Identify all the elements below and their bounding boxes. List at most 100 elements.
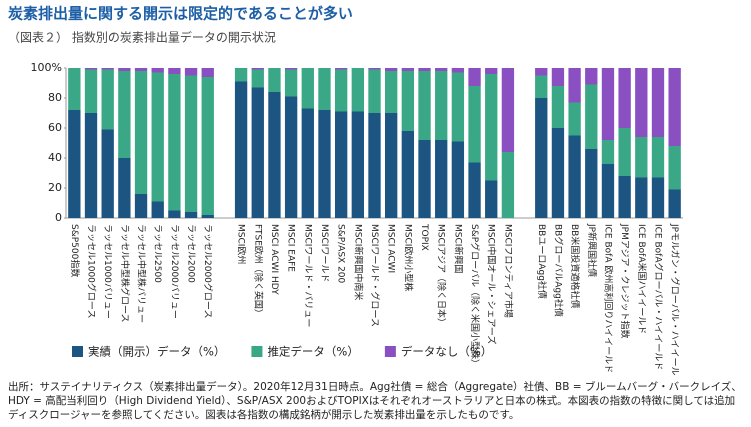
bar-segment <box>651 137 665 178</box>
bar-segment <box>118 71 131 158</box>
bar-segment <box>101 129 114 218</box>
y-tick-label: 40 <box>48 151 62 164</box>
bar-segment <box>635 177 648 218</box>
bar-segment <box>368 68 381 70</box>
bar-segment <box>385 71 398 113</box>
x-tick-label: MSCI ACWI HDY <box>269 224 279 295</box>
bar-segment <box>451 68 465 73</box>
bar-segment <box>585 149 598 218</box>
bar-segment <box>568 102 581 136</box>
bar-segment <box>334 69 348 112</box>
bar-segment <box>268 92 281 218</box>
bar-segment <box>668 146 681 190</box>
x-tick-label: MSCIワールド・グロース <box>369 224 381 327</box>
bar-segment <box>168 68 181 74</box>
bar-segment <box>601 140 615 164</box>
x-tick-label: MSCI中国オール・シェアーズ <box>486 224 498 344</box>
x-tick-label: S&Pグローバル（除く米国小型株） <box>469 224 481 368</box>
bar-segment <box>84 68 98 70</box>
bar-segment <box>635 68 648 137</box>
bar-segment <box>551 128 565 218</box>
bar-segment <box>251 68 264 70</box>
bar-segment <box>84 113 98 218</box>
x-tick-label: ラッセル中型株バリュー <box>136 224 148 323</box>
bar-segment <box>201 68 214 77</box>
x-tick-label: S&P/ASX 200 <box>336 224 346 284</box>
bar-segment <box>184 68 198 76</box>
x-tick-label: JPモルガン・グローバル・ハイイールド <box>669 223 681 378</box>
bar-segment <box>535 98 548 218</box>
chart-subtitle: （図表２） 指数別の炭素排出量データの開示状況 <box>8 30 276 45</box>
bar-segment <box>318 110 331 218</box>
source-note: 出所：サステイナリティクス（炭素排出量データ）。2020年12月31日時点。Ag… <box>8 381 742 421</box>
y-tick-label: 80 <box>48 91 62 104</box>
x-tick-label: MSCI欧州小型株 <box>402 224 414 291</box>
bar-segment <box>601 68 615 140</box>
bar-segment <box>618 176 631 218</box>
bar-segment <box>234 68 248 82</box>
legend-label: 推定データ（%） <box>267 345 358 359</box>
legend-label: 実績（開示）データ（%） <box>88 345 225 359</box>
bar-segment <box>134 194 148 218</box>
bar-segment <box>585 84 598 149</box>
x-tick-label: BB米国投資適格社債 <box>569 224 581 308</box>
bar-segment <box>118 158 131 218</box>
y-tick-label: 0 <box>55 211 62 224</box>
x-tick-label: MSCIワールド <box>319 224 329 282</box>
chart-title: 炭素排出量に関する開示は限定的であることが多い <box>8 5 353 23</box>
bar-segment <box>668 68 681 146</box>
legend-label: データなし（%） <box>401 345 492 359</box>
bar-segment <box>301 108 314 218</box>
bar-segment <box>601 164 615 218</box>
x-tick-label: MSCIワールド・バリュー <box>302 224 313 327</box>
x-tick-label: JP新興国社債 <box>586 223 598 277</box>
bar-segment <box>535 68 548 76</box>
bar-segment <box>151 72 164 202</box>
bar-segment <box>501 152 515 218</box>
x-tick-label: S&P500指数 <box>69 224 81 277</box>
x-tick-label: ラッセル中型株グロース <box>119 224 131 323</box>
x-tick-label: MSCIアジア（除く日本） <box>436 224 448 327</box>
legend-swatch <box>72 346 83 357</box>
chart: 炭素排出量に関する開示は限定的であることが多い （図表２） 指数別の炭素排出量デ… <box>8 5 683 378</box>
bar-segment <box>485 68 498 74</box>
x-tick-label: MSCIフロンティア市場 <box>502 224 514 318</box>
bar-segment <box>618 68 631 128</box>
x-tick-label: BBユーロAgg社債 <box>536 224 548 299</box>
x-tick-label: ラッセル1000バリュー <box>102 224 113 319</box>
x-tick-label: MSCI欧州 <box>236 224 248 264</box>
legend-swatch <box>384 346 396 357</box>
bar-segment <box>385 113 398 218</box>
bar-segment <box>651 177 665 218</box>
bar-segment <box>284 96 298 218</box>
bar-segment <box>284 69 298 97</box>
bar-segment <box>568 135 581 218</box>
bar-segment <box>468 68 481 86</box>
x-tick-label: JPMアジア・クレジット指数 <box>619 223 631 339</box>
bar-segment <box>251 69 264 88</box>
bar-segment <box>501 68 515 152</box>
bar-segment <box>401 68 415 71</box>
x-tick-label: ICE BofA 欧州高利回りハイイールド <box>602 224 614 373</box>
bar-segment <box>84 69 98 113</box>
bar-segment <box>151 201 164 218</box>
x-tick-label: ラッセル2000バリュー <box>169 224 180 319</box>
bar-segment <box>318 68 331 110</box>
x-tick-label: ラッセル2000グロース <box>202 224 214 318</box>
bar-segment <box>184 75 198 212</box>
bar-segment <box>635 137 648 178</box>
bar-segment <box>668 189 681 218</box>
bar-segment <box>201 215 214 218</box>
bar-segment <box>418 71 431 140</box>
bar-segment <box>385 68 398 71</box>
bar-segment <box>134 71 148 194</box>
bar-segment <box>618 128 631 176</box>
x-tick-label: MSCI ACWI <box>386 224 396 273</box>
bar-segment <box>151 68 164 73</box>
bar-segment <box>551 86 565 128</box>
bar-segment <box>168 74 181 211</box>
bar-segment <box>251 87 264 218</box>
x-tick-label: ICE BofAグローバル・ハイイールド <box>652 224 664 370</box>
x-tick-label: ICE BofA米国ハイイールド <box>636 224 648 334</box>
